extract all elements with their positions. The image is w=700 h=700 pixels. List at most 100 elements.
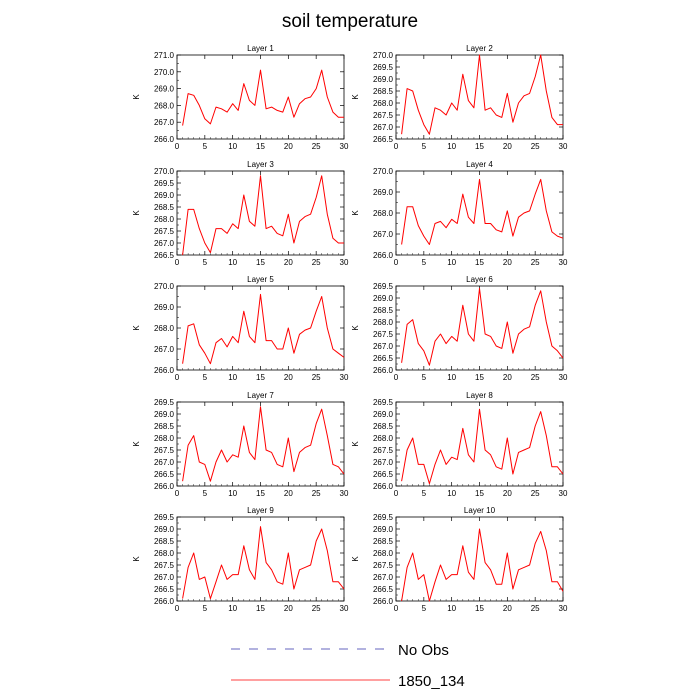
x-tick-label: 20 (284, 489, 293, 498)
x-tick-label: 15 (256, 373, 265, 382)
y-tick-label: 269.0 (373, 294, 394, 303)
legend-label-1850-134: 1850_134 (398, 673, 465, 690)
x-tick-label: 15 (256, 489, 265, 498)
plot-frame-layer-7 (176, 401, 345, 487)
x-tick-label: 15 (475, 604, 484, 613)
panel-title-layer-9: Layer 9 (247, 506, 274, 515)
y-axis-label: K (132, 94, 141, 100)
panel-grid: Layer 1 266.0 267.0 268.0 269.0 270.0 271.0 0 5 1… (132, 44, 568, 613)
panel-layer-2: Layer 2 266.5 267.0 267.5 268.0 268.5 269.0 269… (351, 44, 568, 151)
y-tick-label: 271.0 (154, 51, 175, 60)
y-tick-label: 269.5 (373, 513, 394, 522)
y-tick-label: 269.0 (373, 525, 394, 534)
y-tick-label: 268.5 (373, 537, 394, 546)
x-tick-label: 5 (422, 489, 427, 498)
y-tick-label: 269.0 (154, 525, 175, 534)
x-tick-label: 15 (475, 142, 484, 151)
x-tick-label: 20 (284, 258, 293, 267)
y-tick-label: 267.0 (373, 342, 394, 351)
panel-title-layer-6: Layer 6 (466, 275, 493, 284)
x-tick-label: 10 (447, 373, 456, 382)
legend-label-no-obs: No Obs (398, 642, 449, 659)
y-tick-label: 267.0 (373, 573, 394, 582)
x-tick-label: 20 (503, 489, 512, 498)
x-tick-label: 20 (503, 604, 512, 613)
x-tick-label: 0 (394, 604, 399, 613)
y-tick-label: 266.5 (373, 135, 394, 144)
x-tick-label: 15 (256, 142, 265, 151)
x-tick-label: 25 (312, 489, 321, 498)
panel-layer-4: Layer 4 266.0 267.0 268.0 269.0 270.0 0 5 10 15 20… (351, 160, 568, 267)
plot-frame-layer-1 (176, 54, 345, 140)
y-tick-label: 266.0 (373, 366, 394, 375)
x-tick-label: 25 (531, 373, 540, 382)
x-tick-label: 15 (475, 489, 484, 498)
panel-title-layer-2: Layer 2 (466, 44, 493, 53)
panel-layer-1: Layer 1 266.0 267.0 268.0 269.0 270.0 271.0 0 5 1… (132, 44, 349, 151)
y-tick-label: 267.0 (154, 239, 175, 248)
x-tick-label: 0 (394, 142, 399, 151)
x-tick-label: 0 (394, 258, 399, 267)
y-tick-label: 266.0 (154, 135, 175, 144)
x-tick-label: 0 (175, 373, 180, 382)
series-line-1850-134-layer-10 (401, 528, 564, 602)
series-line-1850-134-layer-2 (401, 54, 563, 135)
y-tick-label: 268.0 (154, 434, 175, 443)
y-tick-label: 269.0 (373, 75, 394, 84)
x-tick-label: 0 (175, 258, 180, 267)
panel-layer-8: Layer 8 266.0 266.5 267.0 267.5 268.0 268.5 269… (351, 391, 568, 498)
y-tick-label: 270.0 (154, 282, 175, 291)
y-tick-label: 270.0 (373, 167, 394, 176)
x-tick-label: 30 (340, 258, 349, 267)
y-axis-label: K (132, 325, 141, 331)
y-tick-label: 266.5 (373, 354, 394, 363)
panel-title-layer-7: Layer 7 (247, 391, 274, 400)
x-tick-label: 5 (422, 142, 427, 151)
x-tick-label: 20 (284, 604, 293, 613)
y-tick-label: 268.5 (154, 537, 175, 546)
x-tick-label: 25 (312, 142, 321, 151)
x-tick-label: 5 (422, 258, 427, 267)
x-tick-label: 5 (203, 142, 208, 151)
y-tick-label: 268.5 (373, 422, 394, 431)
y-tick-label: 268.0 (154, 215, 175, 224)
y-tick-label: 267.0 (154, 573, 175, 582)
plot-frame-layer-3 (176, 170, 345, 256)
x-tick-label: 0 (175, 489, 180, 498)
y-tick-label: 269.0 (154, 410, 175, 419)
panel-layer-7: Layer 7 266.0 266.5 267.0 267.5 268.0 268.5 269… (132, 391, 349, 498)
x-tick-label: 20 (503, 142, 512, 151)
y-tick-label: 269.5 (373, 63, 394, 72)
panel-title-layer-10: Layer 10 (464, 506, 496, 515)
x-tick-label: 15 (256, 604, 265, 613)
y-tick-label: 268.0 (154, 324, 175, 333)
x-tick-label: 10 (228, 604, 237, 613)
panel-layer-10: Layer 10 266.0 266.5 267.0 267.5 268.0 268.5 26… (351, 506, 568, 613)
y-axis-label: K (132, 441, 141, 447)
x-tick-label: 0 (394, 489, 399, 498)
y-tick-label: 267.5 (154, 446, 175, 455)
y-axis-label: K (351, 210, 360, 216)
x-tick-label: 10 (228, 489, 237, 498)
y-tick-label: 270.0 (154, 167, 175, 176)
x-tick-label: 25 (312, 604, 321, 613)
x-tick-label: 15 (475, 258, 484, 267)
x-tick-label: 30 (559, 373, 568, 382)
y-axis-label: K (351, 94, 360, 100)
x-tick-label: 0 (394, 373, 399, 382)
series-line-1850-134-layer-5 (182, 293, 345, 365)
x-tick-label: 5 (203, 604, 208, 613)
y-tick-label: 269.0 (154, 303, 175, 312)
y-axis-label: K (132, 210, 141, 216)
y-tick-label: 269.5 (373, 282, 394, 291)
y-axis-label: K (132, 556, 141, 562)
y-tick-label: 266.5 (154, 470, 175, 479)
panel-title-layer-5: Layer 5 (247, 275, 274, 284)
y-tick-label: 268.0 (373, 318, 394, 327)
x-tick-label: 30 (340, 142, 349, 151)
series-line-1850-134-layer-3 (182, 175, 344, 256)
y-tick-label: 267.5 (373, 111, 394, 120)
x-tick-label: 5 (422, 604, 427, 613)
y-tick-label: 268.5 (373, 87, 394, 96)
y-tick-label: 267.5 (373, 330, 394, 339)
